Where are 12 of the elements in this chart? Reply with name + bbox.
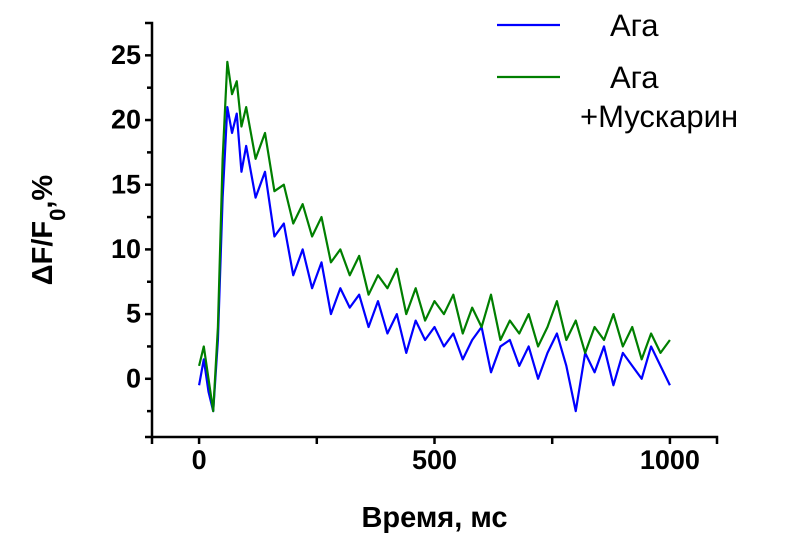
y-tick-label: 10 <box>110 234 141 264</box>
x-tick-label: 0 <box>192 445 207 476</box>
x-tick-label: 500 <box>412 445 458 476</box>
legend-label: Ага +Мускарин <box>580 60 738 134</box>
y-tick-label: 25 <box>110 40 141 70</box>
x-axis-title: Время, мс <box>361 502 508 534</box>
y-tick-label: 5 <box>126 298 141 329</box>
y-tick-label: 0 <box>126 363 141 394</box>
y-tick-label: 20 <box>110 104 141 135</box>
y-tick-label: 15 <box>110 169 141 200</box>
x-tick-label: 1000 <box>640 445 700 476</box>
legend-label: Ага <box>610 8 660 43</box>
